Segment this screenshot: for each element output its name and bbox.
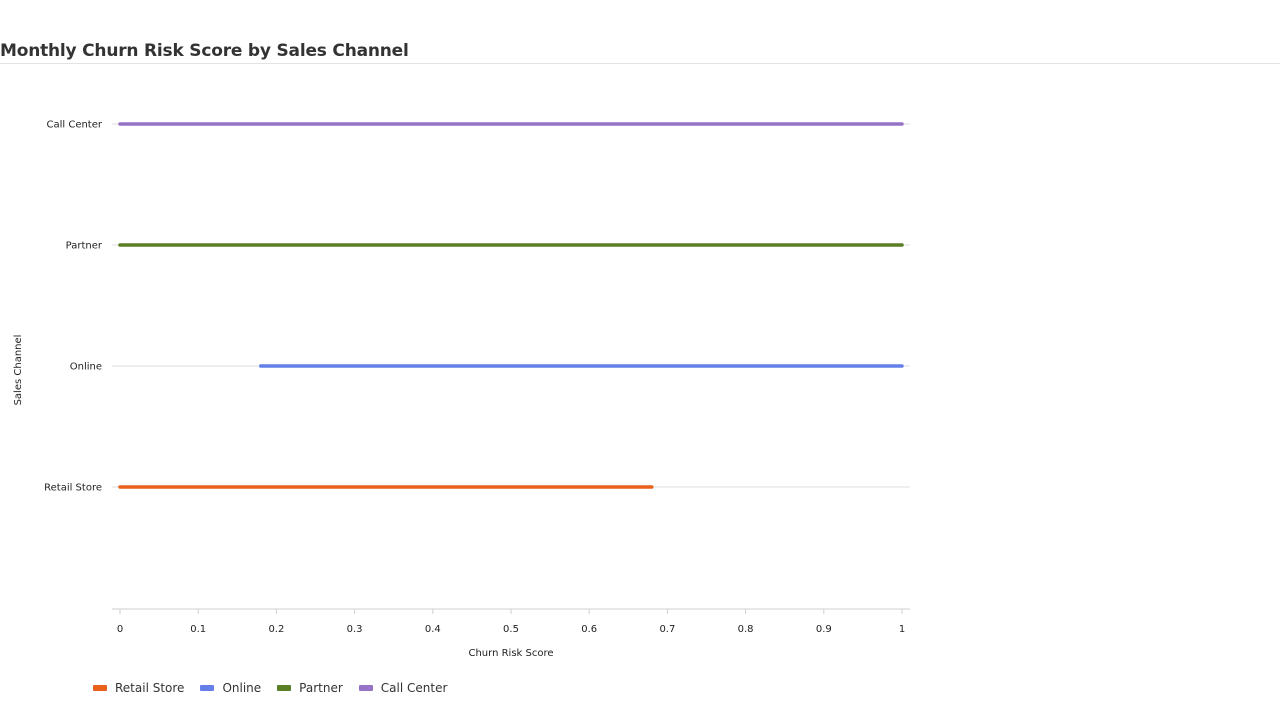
legend-swatch	[93, 685, 107, 691]
x-tick-label: 1	[899, 624, 905, 635]
x-tick-label: 0.4	[425, 624, 441, 635]
y-axis-title: Sales Channel	[13, 335, 24, 406]
legend-item-partner[interactable]: Partner	[277, 681, 343, 695]
legend-item-call-center[interactable]: Call Center	[358, 681, 448, 695]
y-tick-label-online: Online	[70, 362, 102, 373]
legend-label: Partner	[299, 681, 343, 695]
legend-swatch	[277, 685, 292, 691]
chart-legend: Retail Store Online Partner Call Center	[93, 681, 447, 695]
y-tick-label-call-center: Call Center	[46, 120, 102, 131]
x-tick-label: 0.1	[190, 624, 206, 635]
x-tick-label: 0	[117, 624, 123, 635]
chart-title: Monthly Churn Risk Score by Sales Channe…	[0, 41, 409, 61]
legend-item-retail-store[interactable]: Retail Store	[93, 681, 184, 695]
x-tick-label: 0.8	[738, 624, 754, 635]
y-tick-label-retail-store: Retail Store	[44, 483, 102, 494]
legend-label: Call Center	[380, 681, 448, 695]
legend-swatch	[200, 685, 215, 691]
x-tick-label: 0.5	[503, 624, 519, 635]
x-tick-label: 0.3	[347, 624, 363, 635]
legend-item-online[interactable]: Online	[200, 681, 261, 695]
x-axis-title: Churn Risk Score	[468, 648, 553, 659]
x-tick-label: 0.9	[816, 624, 832, 635]
legend-swatch	[358, 685, 373, 691]
x-tick-label: 0.6	[581, 624, 597, 635]
x-tick-label: 0.2	[268, 624, 284, 635]
title-divider	[0, 63, 1280, 64]
x-tick-label: 0.7	[659, 624, 675, 635]
legend-label: Online	[222, 681, 262, 695]
y-tick-label-partner: Partner	[66, 241, 103, 252]
legend-label: Retail Store	[115, 681, 185, 695]
